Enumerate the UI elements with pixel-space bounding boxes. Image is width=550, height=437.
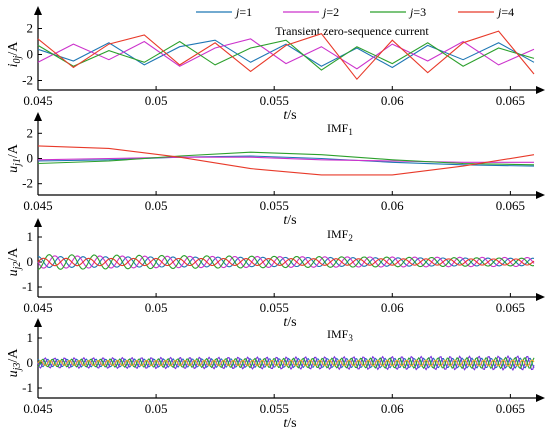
- y-tick-label: 1: [27, 229, 34, 244]
- series-line-j3: [37, 356, 535, 370]
- x-tick-label: 0.065: [496, 300, 525, 315]
- y-tick-label: 0: [27, 151, 34, 166]
- panel-3: -1 0 1 0.045 0.05 0.055 0.06 0.065 t/s uj2/A IMF2: [6, 218, 545, 330]
- y-tick-label: -1: [22, 380, 33, 395]
- x-tick-label: 0.065: [496, 401, 525, 416]
- series-line-j4: [37, 257, 535, 267]
- y-tick-label: -2: [22, 176, 33, 191]
- x-axis-arrow: [536, 86, 545, 94]
- y-tick-label: 0: [27, 355, 34, 370]
- x-axis-label: t/s: [283, 416, 296, 431]
- x-tick-label: 0.05: [145, 198, 168, 213]
- y-axis-arrow: [34, 318, 42, 327]
- chart-title: Transient zero-sequence current: [275, 24, 429, 38]
- legend-label: j=4: [496, 5, 514, 19]
- y-tick-label: 1: [27, 330, 34, 345]
- series-line-j1: [37, 39, 535, 69]
- chart-title: IMF3: [327, 327, 353, 343]
- series-line-j3: [37, 254, 535, 271]
- chart-title: IMF1: [327, 121, 353, 137]
- y-axis-label: uj1/A: [6, 143, 23, 173]
- x-tick-label: 0.045: [23, 93, 52, 108]
- x-axis-label: t/s: [283, 108, 296, 123]
- x-tick-label: 0.05: [145, 300, 168, 315]
- y-axis-arrow: [34, 6, 42, 15]
- y-tick-label: 0: [27, 254, 34, 269]
- x-tick-label: 0.05: [145, 401, 168, 416]
- x-tick-label: 0.05: [145, 93, 168, 108]
- series-line-j4: [37, 145, 535, 176]
- x-tick-label: 0.06: [381, 401, 404, 416]
- legend-label: j=3: [408, 5, 426, 19]
- x-tick-label: 0.06: [381, 300, 404, 315]
- legend-label: j=1: [234, 5, 252, 19]
- series-line-j3: [37, 151, 535, 166]
- x-axis-label: t/s: [283, 213, 296, 228]
- series-line-j4: [37, 359, 535, 367]
- x-tick-label: 0.065: [496, 198, 525, 213]
- chart-title: IMF2: [327, 227, 353, 243]
- x-axis-arrow: [536, 394, 545, 402]
- y-tick-label: -1: [22, 279, 33, 294]
- y-axis-label: uj3/A: [6, 348, 23, 378]
- x-tick-label: 0.055: [260, 300, 289, 315]
- y-axis-label: uj2/A: [6, 247, 23, 277]
- y-axis-arrow: [34, 112, 42, 121]
- legend: j=1 j=2 j=3 j=4: [196, 5, 514, 19]
- y-tick-label: 2: [27, 125, 34, 140]
- x-axis-arrow: [536, 191, 545, 199]
- y-tick-label: 0: [27, 47, 34, 62]
- series-line-j4: [37, 30, 535, 81]
- x-tick-label: 0.055: [260, 198, 289, 213]
- x-tick-label: 0.055: [260, 401, 289, 416]
- series-line-j2: [37, 156, 534, 163]
- y-tick-label: 2: [27, 21, 34, 36]
- series-line-j2: [37, 38, 535, 70]
- panel-4: -1 0 1 0.045 0.05 0.055 0.06 0.065 t/s uj3/A IMF3: [6, 318, 545, 431]
- x-tick-label: 0.06: [381, 93, 404, 108]
- x-tick-label: 0.055: [260, 93, 289, 108]
- series-line-j3: [37, 39, 535, 71]
- x-axis-arrow: [536, 293, 545, 301]
- y-axis-arrow: [34, 218, 42, 227]
- x-tick-label: 0.045: [23, 300, 52, 315]
- y-tick-label: -2: [22, 73, 33, 88]
- series-line-j1: [37, 155, 535, 167]
- x-tick-label: 0.065: [496, 93, 525, 108]
- series-line-j2: [37, 255, 535, 269]
- x-tick-label: 0.06: [381, 198, 404, 213]
- series-line-j2: [37, 355, 535, 371]
- x-axis-label: t/s: [283, 315, 296, 330]
- panel-1: -2 0 2 0.045 0.05 0.055 0.06 0.065 t/s i0j/A Trans…: [6, 6, 545, 123]
- x-tick-label: 0.045: [23, 401, 52, 416]
- y-axis-label: i0j/A: [6, 41, 23, 68]
- legend-label: j=2: [321, 5, 339, 19]
- panel-2: -2 0 2 0.045 0.05 0.055 0.06 0.065 t/s uj1/A IMF1: [6, 112, 545, 228]
- x-tick-label: 0.045: [23, 198, 52, 213]
